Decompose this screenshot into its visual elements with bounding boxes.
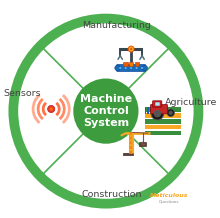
Circle shape xyxy=(73,78,139,144)
FancyBboxPatch shape xyxy=(139,142,147,146)
Circle shape xyxy=(48,106,55,112)
FancyBboxPatch shape xyxy=(145,125,181,129)
Circle shape xyxy=(115,65,120,71)
Circle shape xyxy=(50,107,53,111)
Circle shape xyxy=(13,19,198,204)
Text: Agriculture: Agriculture xyxy=(165,98,217,107)
Text: Manufacturing: Manufacturing xyxy=(82,21,151,30)
Circle shape xyxy=(151,107,164,120)
FancyBboxPatch shape xyxy=(153,101,162,107)
FancyBboxPatch shape xyxy=(135,62,139,66)
FancyBboxPatch shape xyxy=(123,153,133,155)
Circle shape xyxy=(167,109,174,117)
Circle shape xyxy=(141,67,143,69)
Circle shape xyxy=(142,65,147,71)
FancyBboxPatch shape xyxy=(155,102,160,106)
FancyBboxPatch shape xyxy=(145,131,181,135)
Circle shape xyxy=(128,46,134,52)
Circle shape xyxy=(130,67,132,69)
FancyBboxPatch shape xyxy=(145,107,181,112)
Circle shape xyxy=(169,111,173,115)
FancyBboxPatch shape xyxy=(147,107,148,114)
FancyBboxPatch shape xyxy=(145,107,147,114)
Text: Questions: Questions xyxy=(159,199,179,204)
FancyBboxPatch shape xyxy=(123,62,128,66)
Circle shape xyxy=(136,67,138,69)
Circle shape xyxy=(119,67,121,69)
FancyBboxPatch shape xyxy=(150,105,168,114)
Text: Construction: Construction xyxy=(82,190,143,199)
Text: Sensors: Sensors xyxy=(3,89,40,98)
FancyBboxPatch shape xyxy=(145,119,181,124)
Circle shape xyxy=(154,110,161,118)
Circle shape xyxy=(130,48,132,50)
FancyBboxPatch shape xyxy=(129,62,134,66)
Text: Meticulous: Meticulous xyxy=(150,193,188,198)
Circle shape xyxy=(125,67,127,69)
FancyBboxPatch shape xyxy=(117,65,146,72)
Text: Machine
Control
System: Machine Control System xyxy=(80,94,132,128)
FancyBboxPatch shape xyxy=(145,113,181,118)
